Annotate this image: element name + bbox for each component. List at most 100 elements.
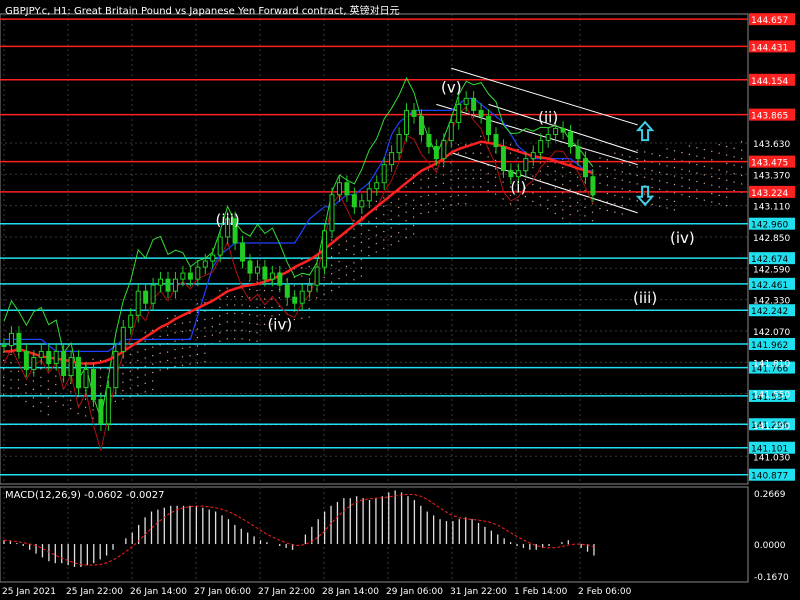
cloud-dot (129, 353, 131, 356)
cloud-dot (241, 304, 243, 306)
cloud-dot (711, 192, 713, 195)
cloud-dot (480, 169, 482, 171)
cloud-dot (152, 363, 154, 365)
cloud-dot (85, 406, 87, 409)
cloud-dot (353, 236, 355, 239)
cloud-dot (509, 203, 512, 205)
cloud-dot (122, 398, 124, 400)
cloud-dot (673, 183, 676, 186)
cloud-dot (360, 275, 363, 277)
cloud-dot (465, 169, 467, 171)
cloud-dot (673, 158, 676, 160)
cloud-dot (234, 304, 236, 306)
cloud-dot (420, 187, 422, 189)
cloud-dot (532, 167, 534, 169)
price-tick-label: 142.330 (753, 297, 790, 307)
cloud-dot (480, 135, 482, 137)
cloud-dot (495, 176, 497, 178)
wave-label: (iii) (216, 211, 240, 229)
cloud-dot (606, 209, 609, 212)
cloud-dot (562, 209, 564, 211)
cloud-dot (167, 317, 169, 319)
candle-body (359, 200, 365, 208)
candle-body (418, 115, 424, 136)
cloud-dot (741, 149, 743, 151)
cloud-dot (181, 347, 184, 350)
cloud-dot (554, 212, 556, 215)
cloud-dot (338, 269, 340, 271)
level-tag-label: 141.296 (751, 421, 788, 431)
cloud-dot (599, 174, 601, 176)
cloud-dot (718, 144, 720, 146)
cloud-dot (129, 379, 131, 381)
cloud-dot (651, 153, 653, 155)
cloud-dot (577, 210, 579, 212)
cloud-dot (32, 405, 35, 407)
cloud-dot (532, 192, 534, 194)
cloud-dot (427, 203, 430, 205)
cloud-dot (591, 211, 594, 213)
cloud-dot (405, 203, 407, 205)
price-tick-label: 141.030 (753, 453, 790, 463)
horizontal-levels[interactable] (0, 18, 748, 476)
candle-body (68, 356, 74, 377)
cloud-dot (196, 311, 199, 313)
time-tick-label: 27 Jan 22:00 (258, 587, 315, 597)
channel-lower[interactable] (451, 152, 638, 214)
cloud-dot (3, 393, 5, 395)
cloud-dot (308, 316, 310, 318)
cloud-dot (47, 388, 49, 390)
cloud-dot (420, 212, 422, 215)
cloud-dot (621, 179, 623, 181)
candle-body (232, 218, 238, 244)
cloud-dot (234, 296, 236, 298)
cloud-dot (435, 168, 437, 170)
time-tick-label: 25 Jan 22:00 (66, 587, 123, 597)
cloud-dot (323, 293, 325, 295)
cloud-dot (465, 194, 467, 196)
cloud-dot (278, 322, 281, 324)
cloud-dot (345, 240, 348, 242)
wave-label: (iv) (267, 316, 292, 334)
macd-tick-label: -0.1670 (754, 573, 789, 583)
candle-body (314, 266, 320, 286)
cloud-dot (152, 380, 154, 382)
cloud-dot (636, 200, 638, 202)
cloud-dot (524, 195, 527, 198)
candle-body (217, 236, 223, 256)
cloud-dot (539, 187, 541, 189)
candle-body (590, 176, 596, 196)
cloud-dot (278, 314, 281, 316)
cloud-dot (621, 196, 623, 198)
cloud-dot (375, 226, 377, 228)
cloud-dot (718, 177, 720, 180)
cloud-dot (25, 383, 27, 386)
cloud-dot (129, 362, 131, 364)
cloud-dot (413, 199, 415, 201)
candle-body (523, 158, 529, 172)
candle-body (210, 254, 216, 262)
cloud-dot (629, 189, 631, 192)
cloud-dot (226, 329, 228, 331)
cloud-dot (390, 235, 392, 237)
cloud-dot (495, 185, 497, 187)
cloud-dot (420, 179, 422, 181)
cloud-dot (495, 159, 497, 162)
level-tag-label: 142.461 (751, 281, 788, 291)
channel-upper[interactable] (451, 67, 638, 126)
time-tick-label: 28 Jan 14:00 (322, 587, 379, 597)
cloud-dot (442, 182, 445, 184)
cloud-dot (480, 144, 482, 146)
cloud-dot (666, 198, 668, 201)
cloud-dot (577, 176, 579, 178)
cloud-dot (569, 180, 571, 182)
candle-body (143, 290, 149, 304)
cloud-dot (241, 329, 243, 331)
cloud-dot (584, 189, 586, 192)
cloud-dot (219, 298, 221, 300)
level-tag-bg (749, 418, 795, 431)
up-arrow-icon (635, 120, 655, 142)
cloud-dot (353, 245, 355, 247)
cloud-dot (383, 247, 385, 249)
